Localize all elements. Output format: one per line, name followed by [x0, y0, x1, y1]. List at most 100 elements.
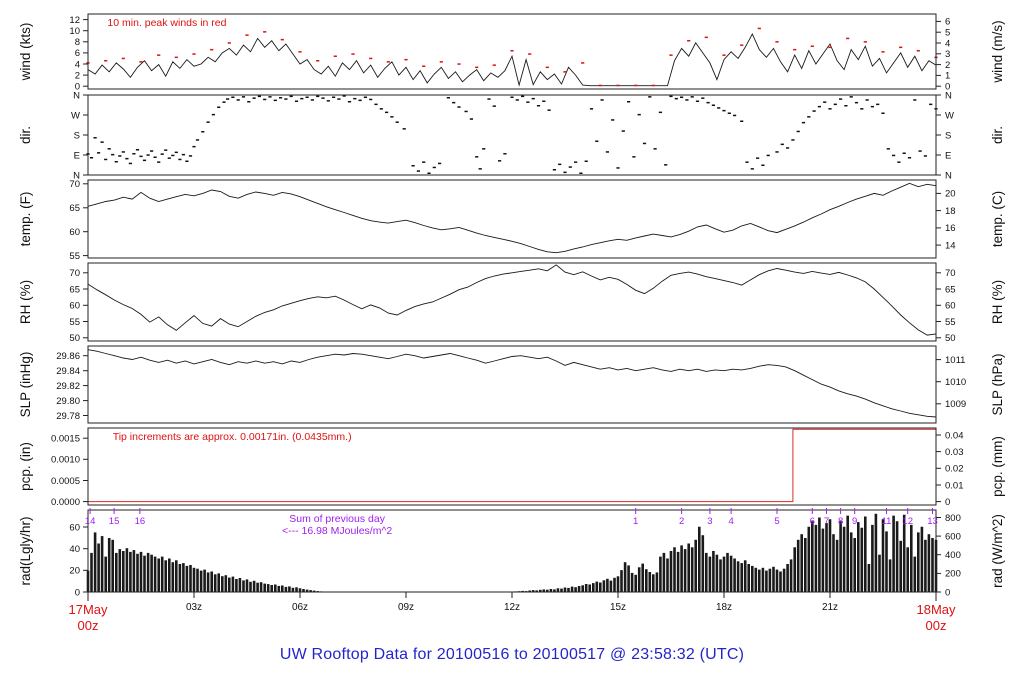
y-tick-label-left: 8 — [75, 37, 80, 48]
y-tick-label-left: 70 — [69, 179, 80, 190]
y-tick-label-left: 55 — [69, 251, 80, 262]
y-tick-label-left: 29.84 — [56, 366, 80, 377]
y-tick-label-right: 0.01 — [945, 480, 964, 491]
panel-frame — [87, 262, 937, 342]
y-tick-label-left: 10 — [69, 26, 80, 37]
y-tick-label-right: W — [945, 110, 954, 121]
y-tick-label-left: 0.0010 — [51, 455, 80, 466]
y-tick-label-left: 29.86 — [56, 351, 80, 362]
pcp-ylabel-right: pcp. (mm) — [990, 436, 1005, 497]
panel-frame — [87, 427, 937, 506]
panel-frame — [87, 179, 937, 259]
x-axis: 03z 06z 09z 12z 15z 18z 21z 17May 00z 18May 00z — [68, 592, 956, 633]
y-tick-label-left: 70 — [69, 268, 80, 279]
hour-mark-label: 4 — [728, 516, 733, 527]
dir-ylabel-right: dir. — [990, 126, 1005, 144]
y-tick-label-right: 800 — [945, 513, 961, 524]
panel-rh: 50 55 60 65 70 50 55 60 65 70 RH (%) RH (%) — [18, 262, 1005, 344]
hour-mark-label: 14 — [85, 516, 96, 527]
solar-radiation-wm2-series — [86, 513, 938, 592]
y-tick-label-right: 1009 — [945, 399, 966, 410]
y-tick-label-right: 0 — [945, 587, 950, 598]
panel-frame — [87, 345, 937, 424]
temp-ylabel-right: temp. (C) — [990, 191, 1005, 247]
hour-mark-label: 15 — [109, 516, 120, 527]
panel-slp: 29.78 29.80 29.82 29.84 29.86 1009 1010 1011 SLP… — [18, 345, 1005, 424]
y-tick-label-left: 29.82 — [56, 381, 80, 392]
hour-mark-label: 11 — [882, 516, 892, 527]
hour-mark-label: 2 — [679, 516, 684, 527]
x-tick-label: 03z — [186, 602, 202, 613]
y-tick-label-right: 0.04 — [945, 430, 964, 441]
y-tick-label-right: 0 — [945, 82, 950, 93]
x-start-date-label: 17May 00z — [68, 602, 108, 633]
y-tick-label-left: 6 — [75, 48, 80, 59]
y-tick-label-left: W — [71, 110, 80, 121]
figure-title: UW Rooftop Data for 20100516 to 20100517… — [279, 646, 745, 663]
hour-mark-label: 9 — [852, 516, 857, 527]
y-tick-label-left: 60 — [69, 301, 80, 312]
y-tick-label-left: E — [74, 150, 80, 161]
y-tick-label-right: 0 — [945, 497, 950, 508]
y-tick-label-left: 65 — [69, 284, 80, 295]
y-tick-label-left: 0 — [75, 587, 80, 598]
x-tick-label: 15z — [610, 602, 626, 613]
temp-ylabel-left: temp. (F) — [18, 192, 33, 247]
hour-mark-label: 7 — [824, 516, 829, 527]
y-tick-label-right: 1 — [945, 71, 950, 82]
y-tick-label-right: 600 — [945, 531, 961, 542]
slp-ylabel-left: SLP (inHg) — [18, 352, 33, 418]
hour-mark-label: 8 — [838, 516, 843, 527]
y-tick-label-left: 55 — [69, 317, 80, 328]
x-tick-label: 06z — [292, 602, 308, 613]
panel-frame — [87, 13, 937, 90]
hour-mark-label: 16 — [135, 516, 146, 527]
y-tick-label-right: N — [945, 90, 952, 101]
wind-annotation: 10 min. peak winds in red — [107, 17, 226, 29]
y-tick-label-right: 20 — [945, 189, 956, 200]
y-tick-label-right: E — [945, 150, 951, 161]
y-tick-label-right: 0.02 — [945, 464, 964, 475]
y-tick-label-right: 4 — [945, 38, 950, 49]
y-tick-label-left: 0.0005 — [51, 476, 80, 487]
y-tick-label-left: 2 — [75, 70, 80, 81]
y-tick-label-right: 5 — [945, 28, 950, 39]
y-tick-label-left: 20 — [69, 566, 80, 577]
rad-ylabel-left: rad(Lgly/hr) — [18, 516, 33, 585]
x-tick-label: 09z — [398, 602, 414, 613]
y-tick-label-left: N — [73, 170, 80, 181]
rad-ylabel-right: rad (W/m^2) — [990, 514, 1005, 588]
rh-ylabel-right: RH (%) — [990, 280, 1005, 324]
hour-mark-label: 1 — [633, 516, 638, 527]
y-tick-label-left: 0.0000 — [51, 497, 80, 508]
y-tick-label-left: 50 — [69, 333, 80, 344]
y-tick-label-left: 12 — [69, 15, 80, 26]
slp-ylabel-right: SLP (hPa) — [990, 353, 1005, 415]
y-tick-label-right: 0.03 — [945, 447, 964, 458]
hour-mark-label: 12 — [902, 516, 913, 527]
y-tick-label-right: 60 — [945, 301, 956, 312]
hour-mark-label: 13 — [927, 516, 938, 527]
y-tick-label-right: 1011 — [945, 355, 965, 366]
y-tick-label-right: 3 — [945, 49, 950, 60]
y-tick-label-right: 14 — [945, 240, 956, 251]
y-tick-label-left: 4 — [75, 59, 80, 70]
y-tick-label-left: 60 — [69, 522, 80, 533]
hour-mark-label: 5 — [774, 516, 779, 527]
y-tick-label-right: 18 — [945, 206, 956, 217]
y-tick-label-right: 50 — [945, 333, 956, 344]
rad-annotation: <--- 16.98 MJoules/m^2 — [282, 525, 392, 537]
y-tick-label-left: 60 — [69, 227, 80, 238]
x-tick-label: 21z — [822, 602, 838, 613]
wind-ylabel-right: wind (m/s) — [990, 20, 1005, 83]
pcp-annotation: Tip increments are approx. 0.00171in. (0… — [113, 431, 352, 443]
y-tick-label-right: 1010 — [945, 377, 966, 388]
relative-humidity-pct-series — [87, 264, 937, 336]
y-tick-label-left: 40 — [69, 544, 80, 555]
y-tick-label-left: 0.0015 — [51, 434, 80, 445]
rh-ylabel-left: RH (%) — [18, 280, 33, 324]
sea-level-pressure-inhg-series — [87, 349, 937, 418]
